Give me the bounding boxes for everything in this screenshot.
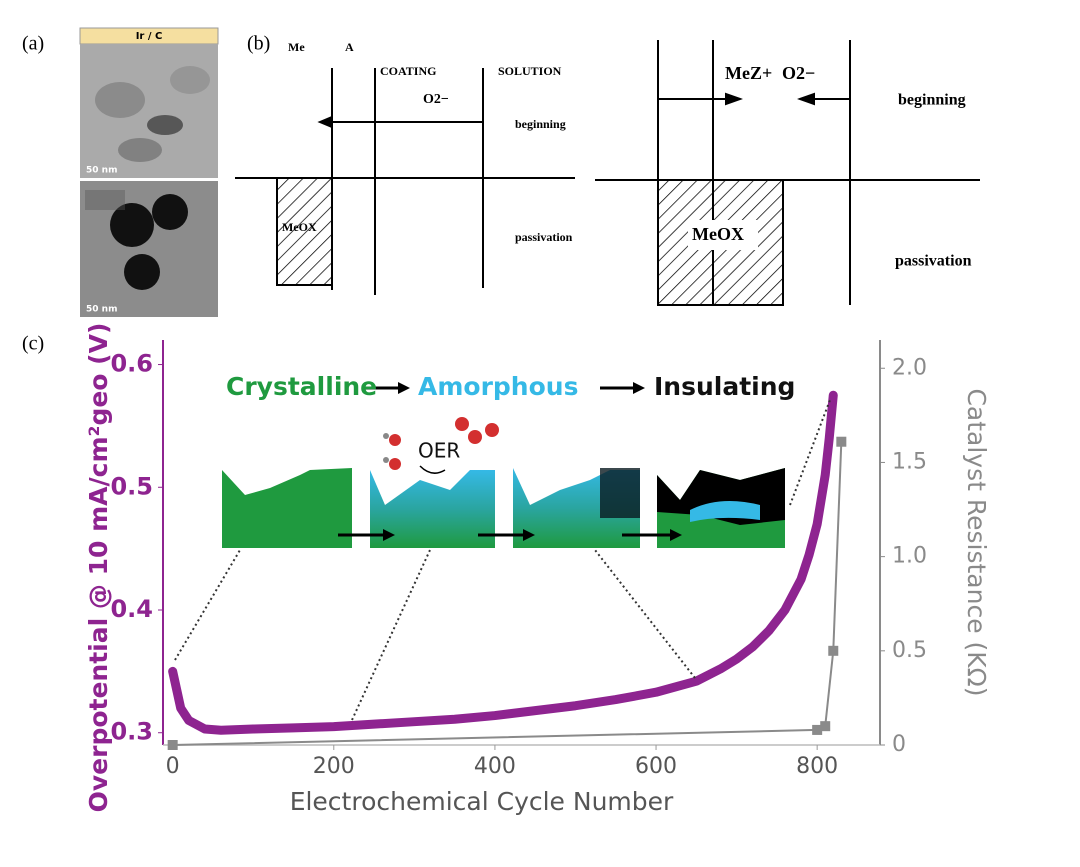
label: passivation <box>515 230 573 244</box>
label: beginning <box>898 92 966 109</box>
label: A <box>345 40 354 54</box>
label: MeOX <box>692 224 744 244</box>
panel-a: Ir / C 50 nm 50 nm <box>79 27 219 317</box>
label: SOLUTION <box>498 64 562 78</box>
label: COATING <box>380 64 436 78</box>
chart: 0 200 400 600 800 0.3 0.4 0.5 0.6 0 0.5 1.0 1.5 2.0 El… <box>84 323 991 816</box>
y-tick-label: 0.3 <box>110 718 153 746</box>
annotation: Crystalline <box>226 372 377 401</box>
point <box>820 721 831 732</box>
panel-b-left <box>235 68 575 295</box>
panel-label: (b) <box>247 33 270 55</box>
y-axis-label: Overpotential @ 10 mA/cm²geo (V) <box>84 323 113 813</box>
point <box>167 740 178 750</box>
point <box>812 724 823 735</box>
x-tick-label: 200 <box>313 754 355 779</box>
x-tick-label: 0 <box>166 754 180 779</box>
point <box>828 645 839 656</box>
x-tick-label: 400 <box>474 754 516 779</box>
y2-tick-label: 0 <box>892 732 906 757</box>
label: MeOX <box>282 220 317 234</box>
annotation: OER <box>418 439 460 463</box>
scale-bar-label: 50 nm <box>86 166 117 176</box>
label: O2− <box>782 63 815 83</box>
y2-tick-label: 0.5 <box>892 638 927 663</box>
header: Ir / C <box>136 31 163 42</box>
y2-tick-label: 2.0 <box>892 355 927 380</box>
annotation: Amorphous <box>418 372 578 401</box>
y2-tick-label: 1.5 <box>892 449 927 474</box>
tem-image <box>80 181 218 317</box>
y-tick-label: 0.5 <box>110 472 153 500</box>
y2-tick-label: 1.0 <box>892 544 927 569</box>
y2-axis-label: Catalyst Resistance (KΩ) <box>962 388 991 696</box>
label: Me <box>288 40 305 54</box>
series-line <box>168 390 838 735</box>
panel-b-right <box>595 40 980 306</box>
x-tick-label: 600 <box>635 754 677 779</box>
label: passivation <box>895 253 972 270</box>
inset <box>174 382 831 721</box>
label: beginning <box>515 117 566 131</box>
label: MeZ+ <box>725 63 772 83</box>
panel-label: (a) <box>22 33 44 55</box>
y-tick-label: 0.6 <box>110 350 153 378</box>
x-tick-label: 800 <box>796 754 838 779</box>
scale-bar-label: 50 nm <box>86 305 117 315</box>
label: O2− <box>423 92 449 107</box>
y-tick-label: 0.4 <box>110 595 153 623</box>
x-axis-label: Electrochemical Cycle Number <box>290 787 674 816</box>
annotation: Insulating <box>654 372 795 401</box>
panel-label: (c) <box>22 333 44 355</box>
point <box>836 436 847 447</box>
